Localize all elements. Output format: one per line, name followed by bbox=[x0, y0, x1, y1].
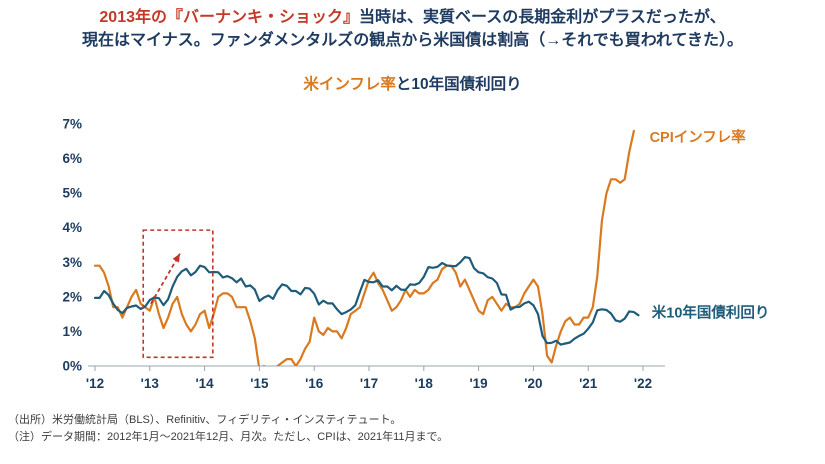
x-axis-tick-label: '21 bbox=[579, 376, 598, 391]
footnotes: （出所）米労働統計局（BLS）、Refinitiv、フィデリティ・インスティテュ… bbox=[8, 412, 448, 446]
bernanke-shock-arrow bbox=[150, 253, 181, 305]
y-axis-tick-label: 0% bbox=[62, 359, 82, 374]
x-axis-tick-label: '16 bbox=[305, 376, 324, 391]
y-axis-tick-label: 7% bbox=[62, 117, 82, 132]
y-axis-tick-label: 6% bbox=[62, 151, 82, 166]
header-highlight: 2013年の『バーナンキ・ショック』 bbox=[99, 9, 360, 26]
line-chart: 0% 1% 2% 3% 4% 5% 6% 7% '12 '13 '14 '15 '16 '17 '18 '19… bbox=[62, 117, 770, 392]
footnote-note: （注）データ期間：2012年1月～2021年12月、月次。ただし、CPIは、20… bbox=[8, 431, 449, 443]
cpi-inflation-line bbox=[93, 129, 635, 366]
bernanke-shock-arrowhead bbox=[172, 253, 180, 263]
y-axis-tick-label: 1% bbox=[62, 324, 82, 339]
x-axis-tick-label: '13 bbox=[141, 376, 160, 391]
cpi-series-label: CPIインフレ率 bbox=[650, 128, 747, 146]
y-axis-tick-label: 4% bbox=[62, 220, 82, 235]
x-axis-tick-label: '22 bbox=[634, 376, 652, 391]
y-axis-tick-label: 2% bbox=[62, 289, 82, 304]
header-commentary: 2013年の『バーナンキ・ショック』当時は、実質ベースの長期金利がプラスだったが… bbox=[0, 6, 825, 52]
x-axis-tick-label: '17 bbox=[360, 376, 378, 391]
bernanke-shock-highlight-box bbox=[142, 229, 214, 359]
x-axis-tick-label: '15 bbox=[250, 376, 269, 391]
y-axis-tick-label: 5% bbox=[62, 186, 82, 201]
header-line-1-rest: 当時は、実質ベースの長期金利がプラスだったが、 bbox=[359, 9, 726, 26]
x-axis-tick-label: '12 bbox=[86, 376, 104, 391]
treasury-yield-line bbox=[93, 256, 640, 346]
chart-title-highlight: 米インフレ率 bbox=[303, 76, 396, 93]
header-line-1: 2013年の『バーナンキ・ショック』当時は、実質ベースの長期金利がプラスだったが… bbox=[0, 6, 825, 29]
chart-title: 米インフレ率と10年国債利回り bbox=[0, 72, 825, 94]
treasury-series-label: 米10年国債利回り bbox=[652, 303, 770, 321]
x-axis-tick-label: '20 bbox=[524, 376, 542, 391]
header-line-2: 現在はマイナス。ファンダメンタルズの観点から米国債は割高（→それでも買われてきた… bbox=[82, 32, 743, 49]
x-axis-tick-label: '18 bbox=[415, 376, 434, 391]
chart-title-rest: と10年国債利回り bbox=[395, 76, 522, 93]
y-axis-tick-label: 3% bbox=[62, 255, 82, 270]
footnote-source: （出所）米労働統計局（BLS）、Refinitiv、フィデリティ・インスティテュ… bbox=[8, 414, 402, 426]
x-axis-tick-label: '19 bbox=[469, 376, 487, 391]
x-axis-tick-label: '14 bbox=[195, 376, 214, 391]
